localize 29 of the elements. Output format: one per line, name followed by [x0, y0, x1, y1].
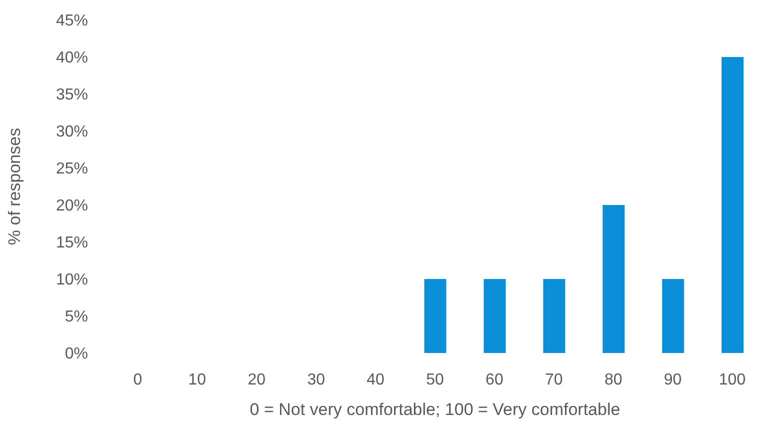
- x-tick-label: 70: [545, 371, 563, 388]
- y-tick-label: 20%: [56, 198, 88, 215]
- bar: [424, 279, 446, 353]
- x-tick-label: 30: [307, 371, 326, 388]
- x-axis-title: 0 = Not very comfortable; 100 = Very comfortable: [250, 400, 620, 419]
- x-tick-label: 20: [248, 371, 266, 388]
- y-tick-label: 25%: [56, 160, 88, 178]
- y-tick-label: 5%: [64, 308, 88, 326]
- x-tick-label: 40: [366, 371, 385, 388]
- y-tick-label: 10%: [56, 272, 88, 289]
- x-tick-label: 100: [718, 371, 746, 388]
- y-tick-label: 15%: [56, 234, 88, 252]
- bar: [602, 205, 625, 353]
- y-axis-title: % of responses: [5, 128, 24, 246]
- x-tick-label: 0: [133, 371, 142, 388]
- x-tick-label: 80: [604, 371, 622, 388]
- y-tick-label: 30%: [56, 124, 88, 141]
- x-tick-label: 90: [664, 371, 682, 388]
- x-tick-label: 50: [426, 371, 444, 388]
- bar: [722, 57, 744, 353]
- y-tick-label: 45%: [56, 12, 88, 30]
- y-tick-label: 35%: [56, 86, 88, 104]
- y-tick-label: 40%: [56, 50, 88, 67]
- bar: [543, 279, 566, 353]
- y-tick-label: 0%: [64, 346, 88, 363]
- bar: [662, 279, 684, 353]
- x-tick-label: 60: [486, 371, 504, 388]
- x-tick-label: 10: [188, 371, 206, 388]
- bar: [484, 279, 506, 353]
